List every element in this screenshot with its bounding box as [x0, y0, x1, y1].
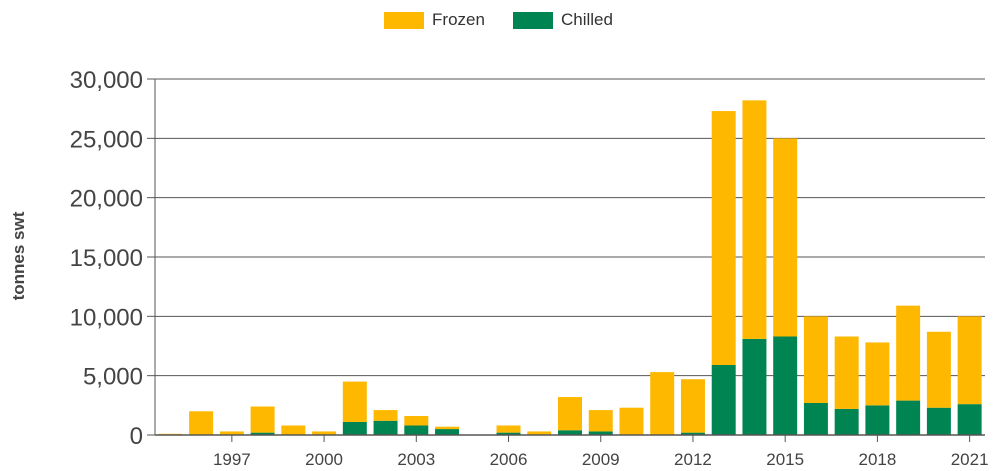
bar-frozen — [588, 410, 613, 432]
bar-frozen — [373, 410, 398, 421]
bar-frozen — [834, 336, 859, 409]
bar-chilled — [773, 336, 798, 435]
y-tick-label: 30,000 — [70, 67, 143, 94]
bar-chilled — [496, 432, 521, 435]
y-axis-label: tonnes swt — [9, 211, 28, 300]
x-tick-label: 1997 — [213, 450, 251, 469]
legend-label-frozen: Frozen — [432, 10, 485, 29]
bar-chilled — [342, 421, 367, 435]
bar-frozen — [926, 331, 951, 408]
legend-swatch-chilled — [512, 11, 553, 29]
bar-frozen — [527, 431, 552, 435]
bar-chilled — [803, 402, 828, 435]
grid-lines — [155, 78, 985, 377]
y-tick-label: 15,000 — [70, 245, 143, 272]
bar-chilled — [742, 338, 767, 435]
bar-frozen — [219, 431, 244, 435]
bar-frozen — [312, 431, 337, 435]
bar-chilled — [435, 429, 460, 435]
x-tick-label: 2015 — [766, 450, 804, 469]
bar-chilled — [865, 405, 890, 435]
bar-frozen — [896, 305, 921, 401]
legend-swatch-frozen — [384, 11, 425, 29]
legend-label-chilled: Chilled — [560, 10, 613, 29]
bar-frozen — [342, 381, 367, 422]
y-tick-label: 0 — [130, 423, 143, 450]
bar-chilled — [558, 430, 582, 435]
bar-chilled — [588, 431, 613, 435]
y-tick-label: 25,000 — [70, 126, 143, 153]
x-tick-label: 2009 — [582, 450, 620, 469]
x-tick-label: 2012 — [674, 450, 712, 469]
bar-frozen — [435, 426, 460, 430]
x-tick-label: 2003 — [397, 450, 435, 469]
bar-frozen — [680, 379, 705, 433]
bar-frozen — [742, 100, 767, 339]
bar-frozen — [496, 425, 521, 433]
bar-frozen — [619, 407, 644, 435]
bar-frozen — [281, 425, 306, 435]
bar-frozen — [250, 406, 275, 433]
bar-chilled — [926, 407, 951, 435]
bar-frozen — [803, 316, 828, 403]
legend-item-frozen: Frozen — [384, 10, 485, 30]
bars — [158, 100, 982, 435]
bar-chilled — [680, 432, 705, 435]
bar-frozen — [957, 316, 982, 405]
bar-frozen — [773, 138, 798, 337]
bar-frozen — [189, 411, 214, 435]
bar-frozen — [558, 397, 582, 431]
bar-chilled — [834, 408, 859, 435]
bar-chilled — [957, 404, 982, 435]
bar-chilled — [373, 420, 398, 435]
x-tick-label: 2000 — [305, 450, 343, 469]
x-tick-label: 2018 — [858, 450, 896, 469]
bar-chilled — [896, 400, 921, 435]
axes: 0 5,000 10,000 15,000 20,000 25,000 30,000 1997… — [70, 67, 989, 469]
bar-frozen — [711, 111, 736, 365]
bar-frozen — [650, 372, 675, 435]
legend: Frozen Chilled — [0, 10, 997, 30]
bar-chilled — [404, 425, 429, 435]
legend-item-chilled: Chilled — [512, 10, 613, 30]
bar-chilled — [250, 432, 275, 435]
bar-frozen — [404, 416, 429, 426]
bar-frozen — [865, 342, 890, 406]
y-tick-label: 5,000 — [83, 364, 143, 391]
y-tick-label: 20,000 — [70, 186, 143, 213]
x-tick-label: 2021 — [951, 450, 989, 469]
bar-chilled — [711, 364, 736, 435]
y-tick-label: 10,000 — [70, 304, 143, 331]
x-tick-label: 2006 — [490, 450, 528, 469]
